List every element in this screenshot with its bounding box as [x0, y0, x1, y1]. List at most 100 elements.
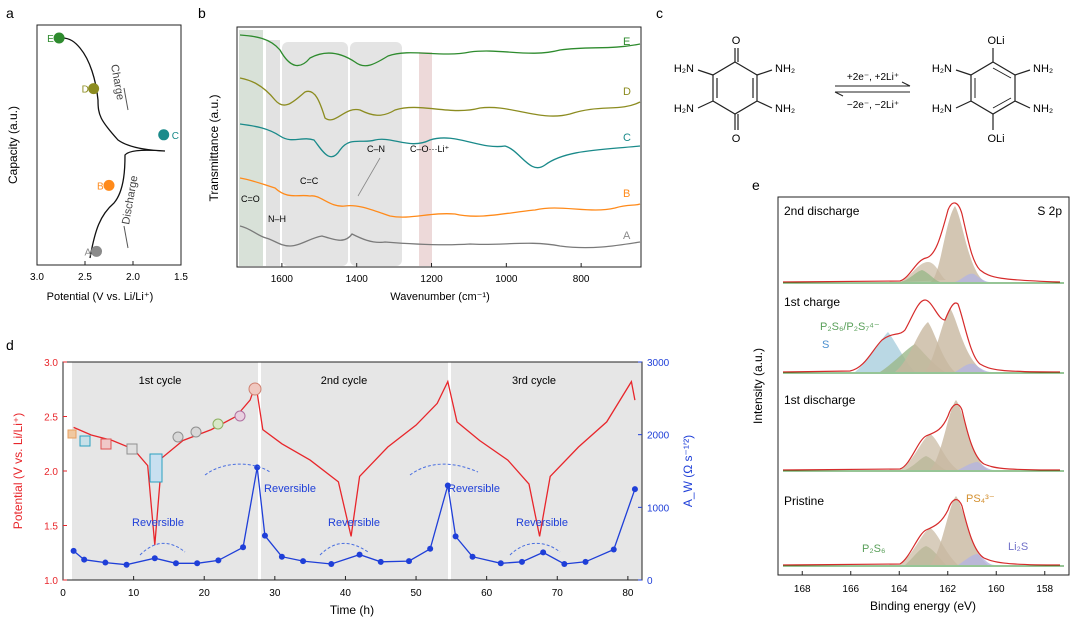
impedance-point: [540, 549, 547, 556]
s2p-label: S 2p: [1037, 204, 1062, 218]
component-s: S: [822, 339, 829, 351]
panel-label-e: e: [752, 177, 760, 193]
impedance-point: [561, 561, 568, 568]
product-molecule: H₂N NH₂ H₂N NH₂ OLi OLi: [932, 35, 1053, 145]
series-label: E: [623, 36, 630, 48]
panel-b: E D C B A C=O N–H C=C C–N C–O···Li⁺ 1600 1400…: [207, 26, 642, 303]
panel-a-xlabel: Potential (V vs. Li/Li⁺): [47, 291, 154, 303]
panel-a-frame: [36, 24, 182, 266]
annot-nh: N–H: [268, 214, 286, 224]
panel-label-c: c: [656, 5, 663, 21]
annot-cn: C–N: [367, 144, 385, 154]
capacity-point-label: D: [82, 85, 89, 96]
reversible-label: Reversible: [132, 517, 184, 529]
panel-b-ylabel: Transmittance (a.u.): [207, 95, 221, 202]
spectrum-D: [239, 77, 641, 121]
x-tick-label: 3.0: [30, 272, 44, 283]
panel-e-xlabel: Binding energy (eV): [870, 599, 976, 613]
impedance-point: [194, 560, 201, 567]
reactant-group: H₂N: [674, 103, 694, 115]
spectrum-B: [239, 177, 641, 218]
impedance-point: [582, 558, 589, 565]
impedance-point: [328, 561, 335, 568]
panel-label-b: b: [198, 5, 206, 21]
capacity-point-A: [91, 245, 103, 257]
impedance-point: [356, 551, 363, 558]
y-tick-label-right: 2000: [647, 431, 670, 442]
reactant-group: H₂N: [674, 63, 694, 75]
forward-condition: +2e⁻, +2Li⁺: [847, 72, 899, 83]
impedance-point: [172, 560, 179, 567]
reactant-group: NH₂: [775, 103, 795, 115]
x-tick-label: 80: [622, 588, 634, 599]
impedance-point: [405, 558, 412, 565]
cycle-label-3: 3rd cycle: [512, 375, 556, 387]
x-tick-label: 60: [481, 588, 493, 599]
y-tick-label-right: 3000: [647, 358, 670, 369]
capacity-point-label: B: [97, 181, 104, 192]
x-tick-label: 166: [842, 584, 859, 595]
component-p2s6-p2s7: P₂S₆/P₂S₇⁴⁻: [820, 321, 880, 333]
xps-1st-discharge: [782, 400, 1064, 472]
panel-e-frame: [777, 196, 1070, 576]
xps-pristine: [782, 496, 1064, 567]
capacity-point-label: A: [85, 247, 92, 258]
impedance-point: [278, 553, 285, 560]
spectrum-label: 1st discharge: [784, 393, 856, 407]
reactant-group: NH₂: [775, 63, 795, 75]
panel-c: H₂N NH₂ H₂N NH₂ O O +2e⁻, +2Li⁺ −2e⁻, −2…: [674, 35, 1053, 145]
spectrum-E: [239, 34, 641, 67]
spectrum-label: Pristine: [784, 494, 824, 508]
x-tick-label: 2.5: [78, 272, 92, 283]
band-cc: [282, 42, 348, 266]
charge-arrow: [123, 87, 129, 111]
impedance-point: [240, 544, 247, 551]
series-label: C: [623, 132, 631, 144]
capacity-point-label: C: [172, 131, 179, 142]
capacity-point-label: E: [47, 34, 54, 45]
impedance-point: [469, 553, 476, 560]
panel-a-curve: [61, 37, 166, 259]
impedance-point: [151, 555, 158, 562]
series-label: B: [623, 188, 630, 200]
impedance-point: [452, 533, 459, 540]
panel-d-ylabel-left: Potential (V vs. Li/Li⁺): [11, 413, 25, 529]
panel-b-xlabel: Wavenumber (cm⁻¹): [390, 291, 490, 303]
x-tick-label: 10: [128, 588, 140, 599]
reversible-label: Reversible: [264, 483, 316, 495]
product-group: NH₂: [1033, 103, 1053, 115]
charge-label: Charge: [108, 63, 126, 101]
x-tick-label: 1000: [495, 274, 518, 285]
potential-curve: [73, 379, 636, 546]
x-tick-label: 158: [1036, 584, 1053, 595]
x-tick-label: 30: [269, 588, 281, 599]
annot-cc: C=C: [300, 176, 319, 186]
impedance-point: [81, 556, 88, 563]
component-ps4: PS₄³⁻: [966, 493, 995, 505]
y-tick-label-left: 1.0: [44, 576, 58, 587]
panel-d-xlabel: Time (h): [330, 603, 374, 617]
product-group: OLi: [987, 133, 1004, 145]
x-tick-label: 1200: [420, 274, 443, 285]
panel-e: 2nd discharge 1st charge 1st discharge P…: [751, 196, 1070, 613]
xps-1st-charge: [782, 299, 1064, 374]
impedance-point: [444, 482, 451, 489]
impedance-point: [70, 547, 77, 554]
capacity-point-C: [158, 129, 170, 141]
panel-b-frame: [236, 26, 642, 268]
x-tick-label: 164: [891, 584, 908, 595]
band-coli: [419, 52, 432, 266]
panel-label-a: a: [6, 5, 14, 21]
reversible-label: Reversible: [448, 483, 500, 495]
reverse-condition: −2e⁻, −2Li⁺: [847, 100, 899, 111]
panel-a-ylabel: Capacity (a.u.): [6, 106, 20, 184]
panel-d-ylabel-right: A_W (Ω s⁻¹′²): [681, 435, 695, 507]
y-tick-label-right: 0: [647, 576, 653, 587]
cycle-divider-2: [448, 362, 451, 580]
product-ring: [970, 61, 1016, 115]
reversible-label: Reversible: [516, 517, 568, 529]
spectrum-C: [239, 123, 641, 169]
y-tick-label-left: 2.0: [44, 467, 58, 478]
product-group: H₂N: [932, 103, 952, 115]
